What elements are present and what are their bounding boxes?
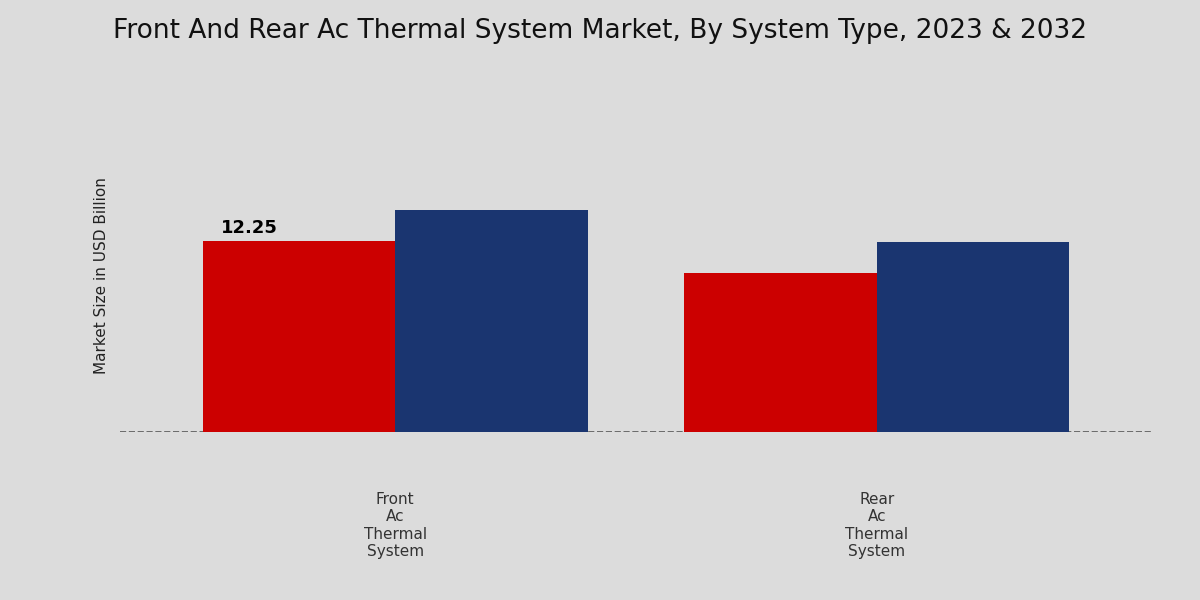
Text: 12.25: 12.25: [221, 219, 278, 237]
Text: Rear
Ac
Thermal
System: Rear Ac Thermal System: [845, 492, 908, 559]
Y-axis label: Market Size in USD Billion: Market Size in USD Billion: [94, 178, 109, 374]
Bar: [684, 273, 877, 432]
Bar: [395, 211, 588, 432]
Text: Front
Ac
Thermal
System: Front Ac Thermal System: [364, 492, 427, 559]
Bar: [877, 242, 1069, 432]
Bar: [203, 241, 395, 432]
Text: Front And Rear Ac Thermal System Market, By System Type, 2023 & 2032: Front And Rear Ac Thermal System Market,…: [113, 18, 1087, 44]
